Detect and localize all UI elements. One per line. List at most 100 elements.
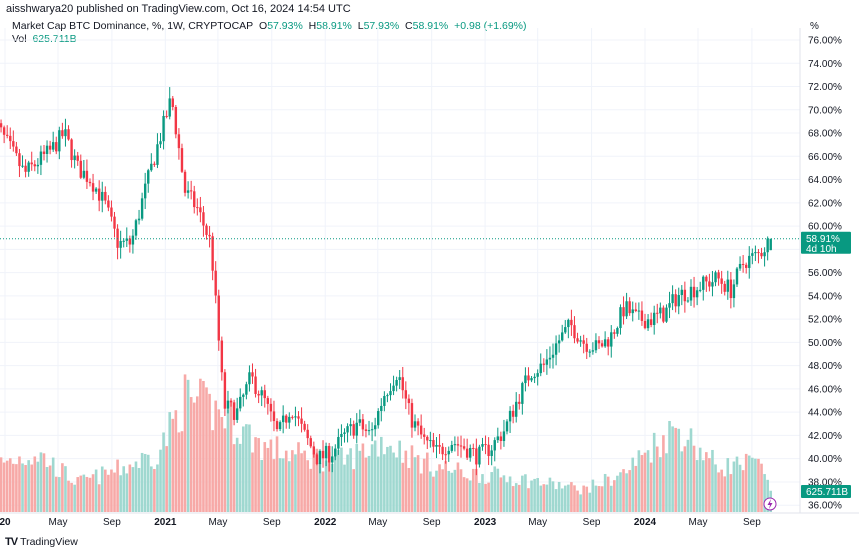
volume-bar	[432, 476, 435, 512]
candle-body	[193, 191, 196, 208]
volume-bar	[208, 393, 211, 512]
candle-body	[754, 252, 757, 254]
volume-bar	[392, 452, 395, 512]
y-tick-label: 62.00%	[808, 198, 842, 209]
candle-body	[662, 307, 665, 322]
candle-body	[248, 372, 251, 385]
candle-body	[395, 379, 398, 386]
volume-bar	[156, 464, 159, 512]
volume-bar	[563, 485, 567, 512]
y-tick-label: 44.00%	[808, 408, 842, 419]
candle-body	[134, 220, 138, 236]
candle-body	[260, 390, 263, 396]
brand-name: TradingView	[20, 536, 78, 548]
candle-body	[309, 438, 312, 447]
candle-body	[321, 450, 325, 459]
volume-bar	[729, 474, 733, 512]
candle-body	[223, 372, 227, 409]
volume-bar	[490, 472, 493, 512]
volume-bar	[514, 483, 518, 512]
candle-body	[496, 436, 500, 441]
volume-bar	[143, 453, 147, 512]
candle-body	[186, 190, 190, 193]
lightning-icon	[767, 499, 773, 509]
symbol-title[interactable]: Market Cap BTC Dominance, %, 1W, CRYPTOC…	[12, 20, 254, 32]
candle-body	[346, 426, 349, 433]
volume-bar	[668, 420, 671, 512]
candle-body	[450, 445, 454, 451]
candle-body	[67, 129, 70, 140]
volume-bar	[542, 484, 546, 512]
volume-bar	[398, 440, 401, 512]
volume-bar	[82, 474, 86, 512]
candle-body	[39, 151, 43, 165]
candle-body	[189, 190, 193, 192]
volume-bar	[266, 447, 270, 512]
candle-body	[613, 332, 616, 334]
volume-bar	[671, 426, 674, 512]
y-tick-label: 42.00%	[808, 431, 842, 442]
candle-body	[281, 415, 285, 423]
candle-body	[760, 252, 763, 257]
candle-body	[266, 398, 270, 404]
candle-body	[423, 434, 426, 437]
volume-bar	[634, 465, 638, 512]
candle-body	[303, 423, 306, 430]
volume-bar	[61, 463, 64, 512]
candle-body	[582, 340, 585, 344]
candle-body	[515, 401, 518, 417]
candle-body	[297, 416, 300, 419]
volume-bar	[367, 455, 371, 512]
candle-body	[15, 146, 18, 154]
candle-body	[487, 444, 490, 457]
volume-bar	[330, 463, 334, 512]
x-tick-label: May	[528, 517, 547, 528]
candle-body	[652, 312, 656, 325]
candle-body	[239, 396, 242, 409]
candle-body	[518, 401, 521, 404]
candle-body	[548, 357, 552, 360]
candle-body	[401, 377, 404, 391]
volume-bar	[91, 474, 95, 512]
volume-bar	[383, 454, 386, 512]
candle-body	[426, 436, 429, 441]
volume-bar	[2, 462, 6, 512]
volume-bar	[711, 449, 714, 512]
y-tick-label: 64.00%	[808, 175, 842, 186]
x-tick-label: Sep	[423, 517, 441, 528]
candle-body	[235, 408, 239, 420]
volume-bar	[180, 431, 184, 512]
volume-bar	[557, 481, 561, 512]
volume-bar	[42, 453, 46, 512]
volume-bar	[478, 482, 481, 512]
tradingview-logo[interactable]: TV TradingView	[5, 536, 78, 548]
volume-bar	[263, 442, 267, 512]
volume-bar	[643, 452, 647, 512]
candle-body	[263, 390, 266, 399]
candle-body	[695, 290, 699, 298]
volume-bar	[134, 461, 138, 512]
volume-bar	[680, 451, 684, 512]
candle-body	[9, 135, 12, 142]
candle-body	[180, 148, 184, 172]
candle-body	[692, 286, 696, 298]
candle-body	[125, 238, 128, 241]
candle-body	[649, 319, 653, 325]
volume-bar	[324, 460, 328, 512]
volume-bar	[196, 396, 199, 512]
volume-bar	[107, 474, 110, 512]
candle-body	[698, 289, 702, 291]
candle-body	[413, 421, 417, 428]
volume-bar	[609, 485, 613, 512]
volume-bar	[45, 466, 49, 512]
volume-bar	[300, 453, 303, 512]
volume-bar	[211, 430, 214, 512]
volume-bar	[220, 417, 224, 512]
candle-body	[668, 303, 671, 308]
volume-bar	[364, 457, 368, 512]
volume-bar	[79, 475, 83, 512]
volume-bar	[349, 448, 352, 512]
candle-body	[748, 255, 751, 268]
candle-body	[542, 363, 546, 365]
